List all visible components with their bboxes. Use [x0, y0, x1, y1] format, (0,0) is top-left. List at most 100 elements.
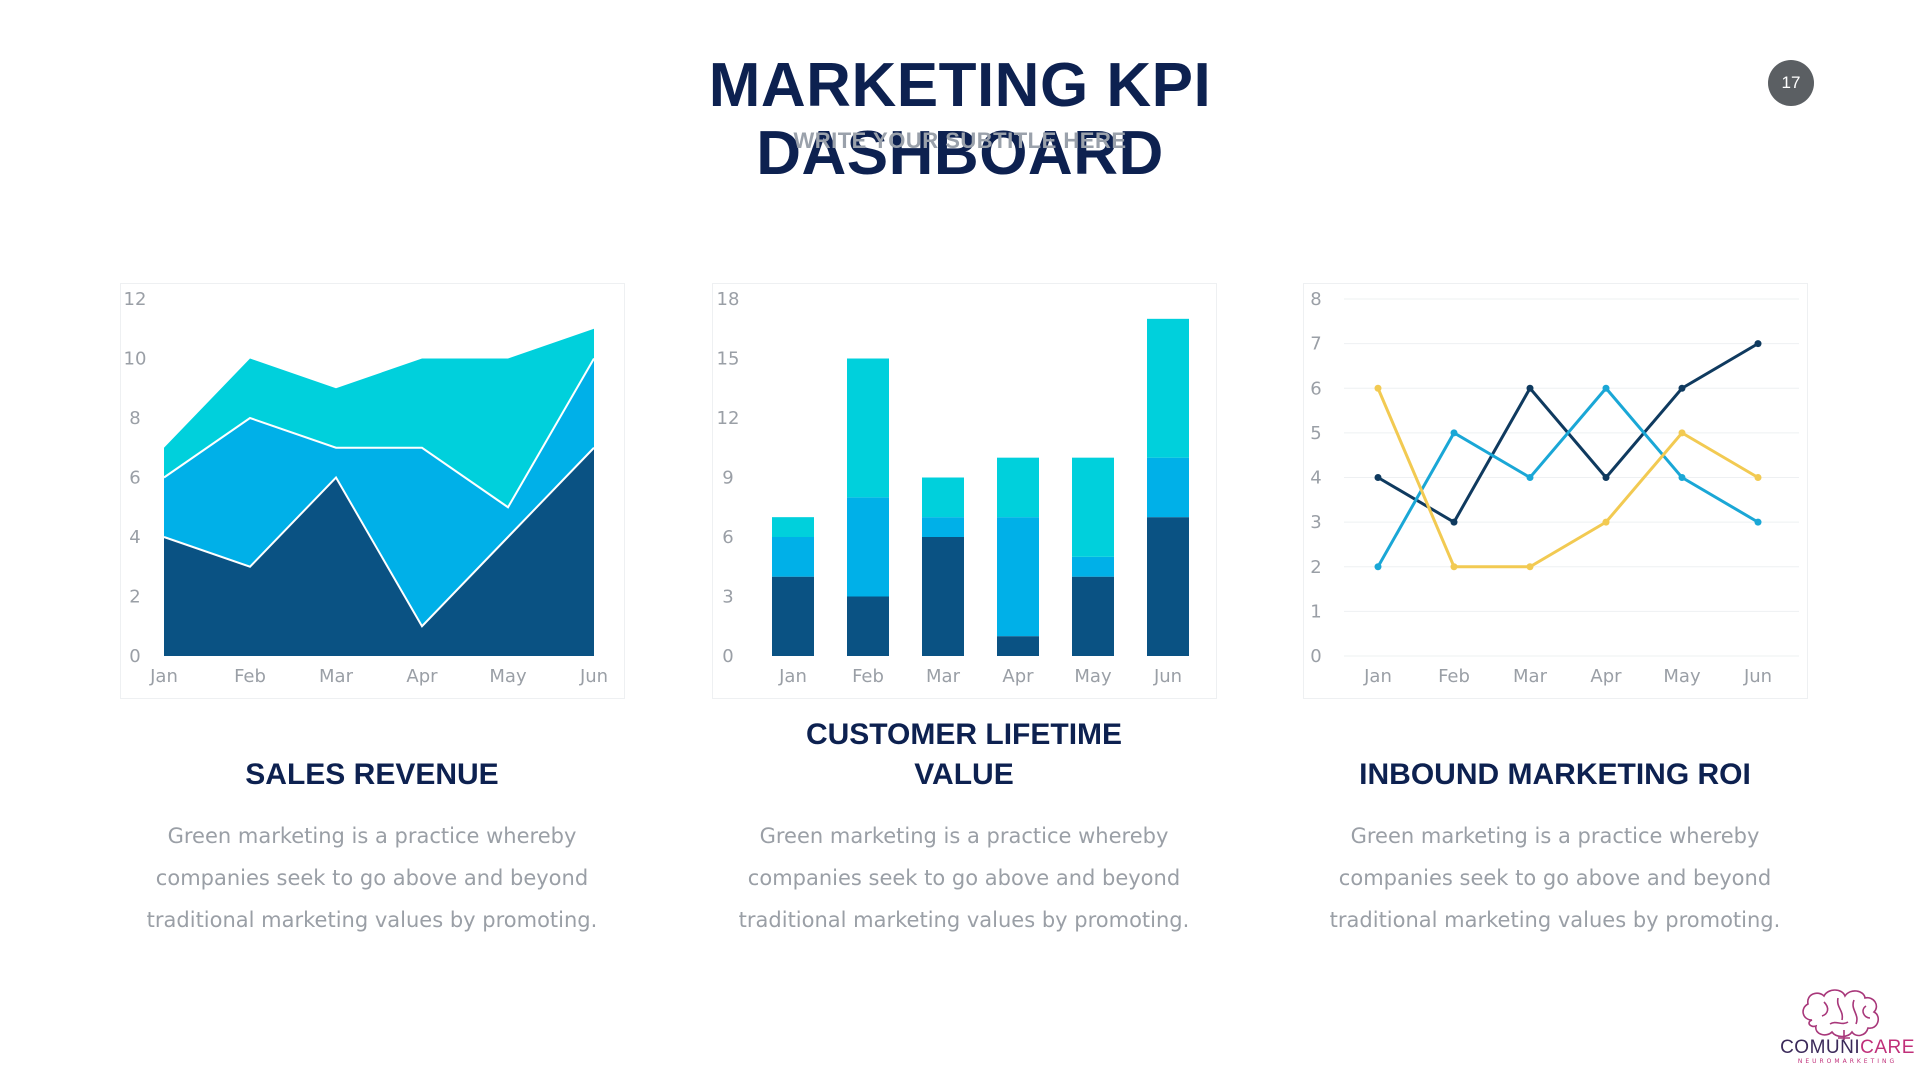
title-block: MARKETING KPI DASHBOARD	[0, 52, 1920, 188]
brand-logo-text: COMUNICARE	[1775, 1037, 1920, 1059]
line-series-3	[1376, 387, 1759, 569]
y-tick-label: 12	[124, 289, 147, 310]
y-tick-label: 0	[129, 646, 140, 667]
bar-apr-series-3	[997, 457, 1039, 518]
bar-feb-series-2	[847, 497, 889, 597]
inbound-marketing-roi-line-chart: 0 1 2 3 4 5 6 7 8 Jan Feb Mar Apr May Jun	[1310, 289, 1799, 687]
sales-revenue-description-text: Green marketing is a practice whereby co…	[146, 824, 598, 932]
point-series-3	[1602, 518, 1610, 526]
bar-apr-series-1	[997, 636, 1039, 656]
x-tick-label: May	[489, 666, 527, 687]
x-tick-label: Feb	[852, 666, 884, 687]
y-tick-label: 4	[129, 527, 140, 548]
point-series-1	[1450, 518, 1458, 526]
point-series-2	[1602, 384, 1610, 392]
sales-revenue-area-chart: 0 2 4 6 8 10 12 Jan Feb Mar Apr May Jun	[124, 289, 609, 687]
bar-apr-series-2	[997, 517, 1039, 637]
bar-may-series-2	[1072, 556, 1114, 577]
bar-feb-series-3	[847, 358, 889, 498]
bar-jun-series-3	[1147, 318, 1189, 458]
x-tick-label: Mar	[926, 666, 961, 687]
bar-jan-series-1	[772, 576, 814, 656]
y-tick-label: 2	[129, 587, 140, 608]
sales-revenue-description: Green marketing is a practice whereby co…	[92, 815, 652, 941]
x-tick-label: Jan	[1363, 666, 1392, 687]
point-series-3	[1374, 384, 1382, 392]
x-tick-label: Jan	[149, 666, 178, 687]
y-tick-label: 0	[722, 646, 733, 667]
y-tick-label: 8	[129, 408, 140, 429]
inbound-marketing-roi-title: INBOUND MARKETING ROI	[1359, 758, 1751, 791]
sales-revenue-chart-panel: 0 2 4 6 8 10 12 Jan Feb Mar Apr May Jun	[120, 283, 625, 699]
y-tick-label: 0	[1310, 646, 1321, 667]
x-tick-label: Jun	[579, 666, 608, 687]
y-tick-label: 3	[1310, 512, 1321, 533]
brand-name-part1: COMUNI	[1780, 1037, 1861, 1058]
sales-revenue-title: SALES REVENUE	[245, 758, 499, 791]
bar-jan-series-3	[772, 517, 814, 537]
y-tick-label: 15	[717, 349, 740, 370]
customer-lifetime-value-description-text: Green marketing is a practice whereby co…	[738, 824, 1190, 932]
x-tick-label: Mar	[319, 666, 354, 687]
inbound-marketing-roi-description-text: Green marketing is a practice whereby co…	[1329, 824, 1781, 932]
x-tick-label: May	[1663, 666, 1701, 687]
y-tick-label: 6	[129, 468, 140, 489]
page-title: MARKETING KPI DASHBOARD	[708, 51, 1212, 188]
customer-lifetime-value-chart-panel: 0 3 6 9 12 15 18 Jan Feb Mar Apr May Jun	[712, 283, 1217, 699]
bar-mar-series-1	[922, 537, 964, 656]
x-tick-label: Jun	[1153, 666, 1182, 687]
point-series-3	[1450, 563, 1458, 571]
page-number-badge: 17	[1768, 60, 1814, 106]
point-series-2	[1754, 518, 1762, 526]
y-tick-label: 6	[1310, 378, 1321, 399]
brand-name-part2: CARE	[1860, 1037, 1915, 1058]
customer-lifetime-value-title: CUSTOMER LIFETIME VALUE	[684, 715, 1244, 795]
line-series-2	[1376, 385, 1759, 568]
page-subtitle: WRITE YOUR SUBTITLE HERE	[793, 128, 1127, 153]
bar-jun-series-2	[1147, 457, 1189, 518]
area-boundary-line-2	[163, 357, 595, 509]
customer-lifetime-value-title-text: CUSTOMER LIFETIME VALUE	[805, 718, 1123, 791]
point-series-1	[1754, 340, 1762, 348]
bar-may-series-1	[1072, 576, 1114, 656]
point-series-2	[1678, 474, 1686, 481]
area-series-3	[164, 328, 594, 508]
y-tick-label: 5	[1310, 423, 1321, 444]
x-tick-label: Mar	[1513, 666, 1548, 687]
y-tick-label: 12	[717, 408, 740, 429]
x-tick-label: Jan	[778, 666, 807, 687]
inbound-marketing-roi-chart-panel: 0 1 2 3 4 5 6 7 8 Jan Feb Mar Apr May Jun	[1303, 283, 1808, 699]
x-tick-label: Apr	[1002, 666, 1034, 687]
y-tick-label: 18	[717, 289, 740, 310]
y-tick-label: 9	[722, 468, 733, 489]
brain-icon	[1802, 989, 1880, 1040]
point-series-3	[1678, 429, 1686, 437]
bar-mar-series-3	[922, 477, 964, 518]
bar-feb-series-1	[847, 596, 889, 656]
point-series-1	[1526, 384, 1534, 392]
x-tick-label: Jun	[1743, 666, 1772, 687]
point-series-2	[1450, 429, 1458, 437]
y-tick-label: 6	[722, 527, 733, 548]
point-series-3	[1526, 563, 1534, 571]
bar-mar-series-2	[922, 517, 964, 537]
point-series-2	[1526, 474, 1534, 481]
customer-lifetime-value-bar-chart: 0 3 6 9 12 15 18 Jan Feb Mar Apr May Jun	[717, 289, 1189, 687]
point-series-1	[1374, 474, 1382, 481]
y-tick-label: 1	[1310, 601, 1321, 622]
y-tick-label: 4	[1310, 468, 1321, 489]
x-tick-label: Feb	[234, 666, 266, 687]
x-tick-label: Apr	[1590, 666, 1622, 687]
y-tick-label: 10	[124, 349, 147, 370]
y-tick-label: 7	[1310, 334, 1321, 355]
inbound-marketing-roi-description: Green marketing is a practice whereby co…	[1275, 815, 1835, 941]
point-series-3	[1754, 474, 1762, 481]
bar-jun-series-1	[1147, 517, 1189, 656]
point-series-1	[1602, 474, 1610, 481]
y-tick-label: 3	[722, 587, 733, 608]
y-tick-label: 2	[1310, 557, 1321, 578]
area-boundary-line-1	[163, 447, 595, 628]
brand-tagline: NEUROMARKETING	[1797, 1058, 1898, 1065]
x-tick-label: May	[1074, 666, 1112, 687]
y-tick-label: 8	[1310, 289, 1321, 310]
